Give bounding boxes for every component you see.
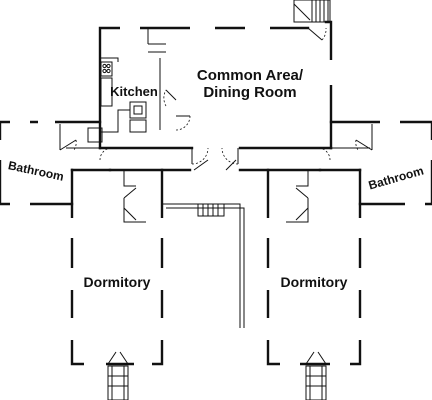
back-door bbox=[307, 27, 327, 41]
kitchen-doors bbox=[163, 89, 191, 131]
hallway-doors bbox=[191, 147, 239, 171]
dormitory-right-walls bbox=[266, 168, 362, 366]
bathroom-left-doors bbox=[59, 139, 113, 161]
bathroom-left-label: Bathroom bbox=[7, 158, 65, 183]
dormitory-left-walls bbox=[70, 168, 164, 366]
kitchen-walls bbox=[100, 28, 166, 133]
bathroom-left-windows bbox=[0, 120, 55, 206]
dormitory-left-label: Dormitory bbox=[84, 274, 151, 290]
bathroom-right-windows bbox=[380, 120, 432, 206]
dormitory-right-entry-stairs bbox=[305, 351, 327, 400]
common-area-label: Common Area/ bbox=[197, 67, 304, 84]
kitchen-label: Kitchen bbox=[110, 84, 158, 99]
bathroom-right-label: Bathroom bbox=[367, 163, 425, 192]
dormitory-left-doors bbox=[123, 187, 137, 221]
dormitory-left-windows bbox=[70, 218, 164, 366]
kitchen-appliances bbox=[87, 61, 147, 143]
back-stairs bbox=[293, 0, 331, 23]
dormitory-right-doors bbox=[295, 187, 309, 221]
hallway-walls bbox=[108, 168, 322, 204]
bathroom-right-walls bbox=[318, 120, 432, 206]
dormitory-right-label: Dormitory bbox=[281, 274, 348, 290]
bathroom-right-doors bbox=[317, 139, 373, 161]
dining-room-label: Dining Room bbox=[203, 84, 296, 101]
courtyard-ramp bbox=[162, 203, 245, 328]
dormitory-left-entry-stairs bbox=[107, 351, 129, 400]
dormitory-right-windows bbox=[266, 218, 362, 366]
common-area-windows bbox=[120, 26, 333, 85]
